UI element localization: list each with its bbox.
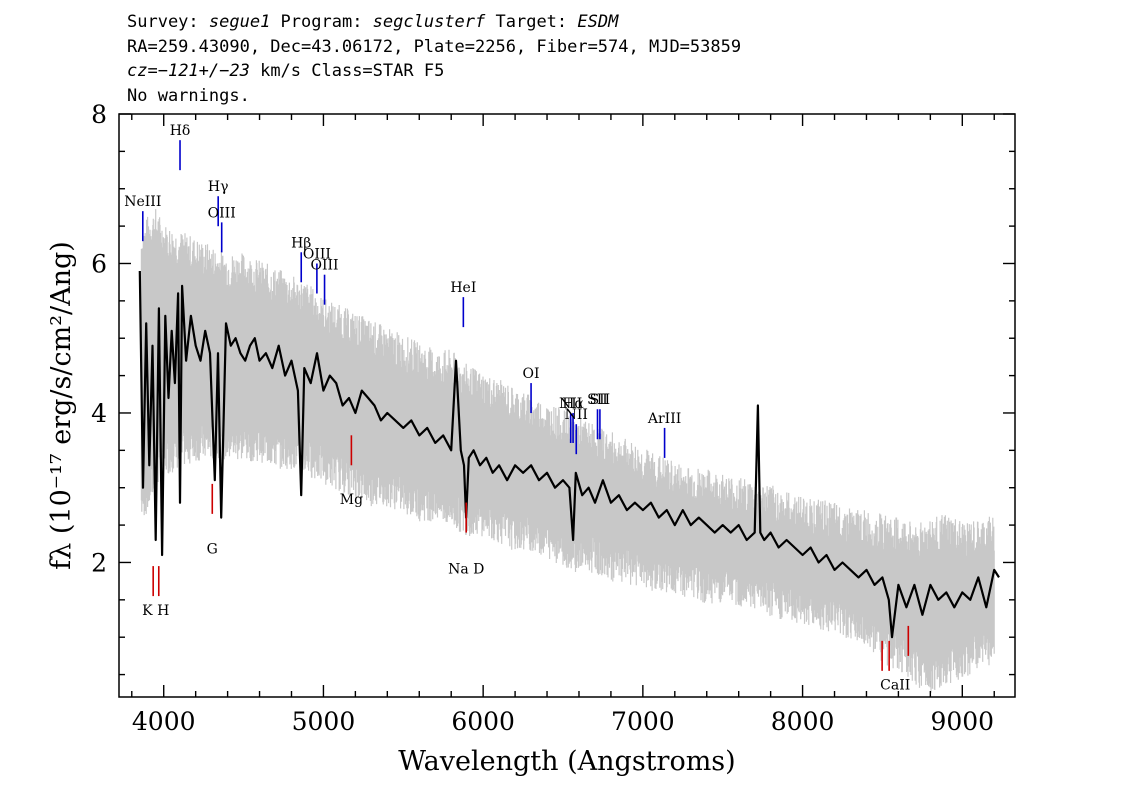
emission-label-12: SII (587, 392, 608, 408)
error-band-layer (140, 209, 995, 693)
absorption-label-1: G (207, 541, 218, 557)
y-tick-label-2: 6 (91, 249, 107, 278)
emission-label-4: Hβ (291, 235, 311, 251)
y-tick-label-3: 8 (91, 100, 107, 129)
absorption-label-2: Mg (340, 492, 363, 508)
y-axis-label: fλ (10⁻¹⁷ erg/s/cm²/Ang) (46, 241, 77, 570)
emission-label-8: OI (523, 366, 540, 382)
x-axis-label: Wavelength (Angstroms) (398, 746, 735, 777)
x-tick-label-0: 4000 (132, 707, 196, 736)
cz-rest: km/s Class=STAR F5 (249, 61, 445, 81)
absorption-label-0: K H (142, 603, 169, 619)
flux-layer (138, 270, 1000, 639)
y-tick-label-1: 4 (91, 399, 107, 428)
cz-value: −121+/−23 (157, 61, 250, 81)
emission-label-0: NeIII (124, 194, 161, 210)
header-line-coordinates: RA=259.43090, Dec=43.06172, Plate=2256, … (127, 37, 742, 57)
program-value: segclusterf (372, 12, 486, 32)
absorption-label-3: Na D (448, 562, 484, 578)
emission-label-2: Hγ (208, 179, 229, 195)
target-label: Target: (485, 12, 578, 32)
emission-label-3: OIII (208, 205, 236, 221)
survey-label: Survey: (127, 12, 209, 32)
x-tick-label-4: 8000 (771, 707, 835, 736)
ticks-layer: 4000 5000 6000 7000 8000 9000 2 4 6 8 (91, 100, 1015, 736)
target-value: ESDM (577, 12, 619, 32)
program-label: Program: (270, 12, 373, 32)
header-line-redshift: cz=−121+/−23 km/s Class=STAR F5 (127, 61, 444, 81)
line-markers-layer: NeIIIHδHγOIIIHβOIIIOIIIHeIOINIIHαNIISIIS… (124, 123, 910, 693)
emission-label-9: NII (559, 396, 582, 412)
error-band (140, 209, 995, 693)
flux-line (138, 270, 1000, 639)
emission-label-6: OIII (311, 258, 339, 274)
header-line-survey: Survey: segue1 Program: segclusterf Targ… (127, 12, 618, 32)
absorption-label-4: CaII (880, 678, 910, 694)
y-tick-label-0: 2 (91, 548, 107, 577)
header-line-warnings: No warnings. (127, 86, 250, 106)
emission-label-11: NII (565, 407, 588, 423)
emission-label-5: OIII (303, 246, 331, 262)
emission-label-1: Hδ (170, 123, 191, 139)
cz-label: cz= (127, 61, 158, 81)
plot-frame (118, 113, 1016, 698)
emission-label-13: SII (590, 392, 611, 408)
emission-label-7: HeI (450, 280, 476, 296)
x-tick-label-2: 6000 (451, 707, 515, 736)
survey-value: segue1 (208, 12, 271, 32)
x-tick-label-3: 7000 (611, 707, 675, 736)
emission-label-10: Hα (562, 396, 584, 412)
x-tick-label-5: 9000 (930, 707, 994, 736)
x-tick-label-1: 5000 (292, 707, 356, 736)
emission-label-14: ArIII (647, 411, 681, 427)
